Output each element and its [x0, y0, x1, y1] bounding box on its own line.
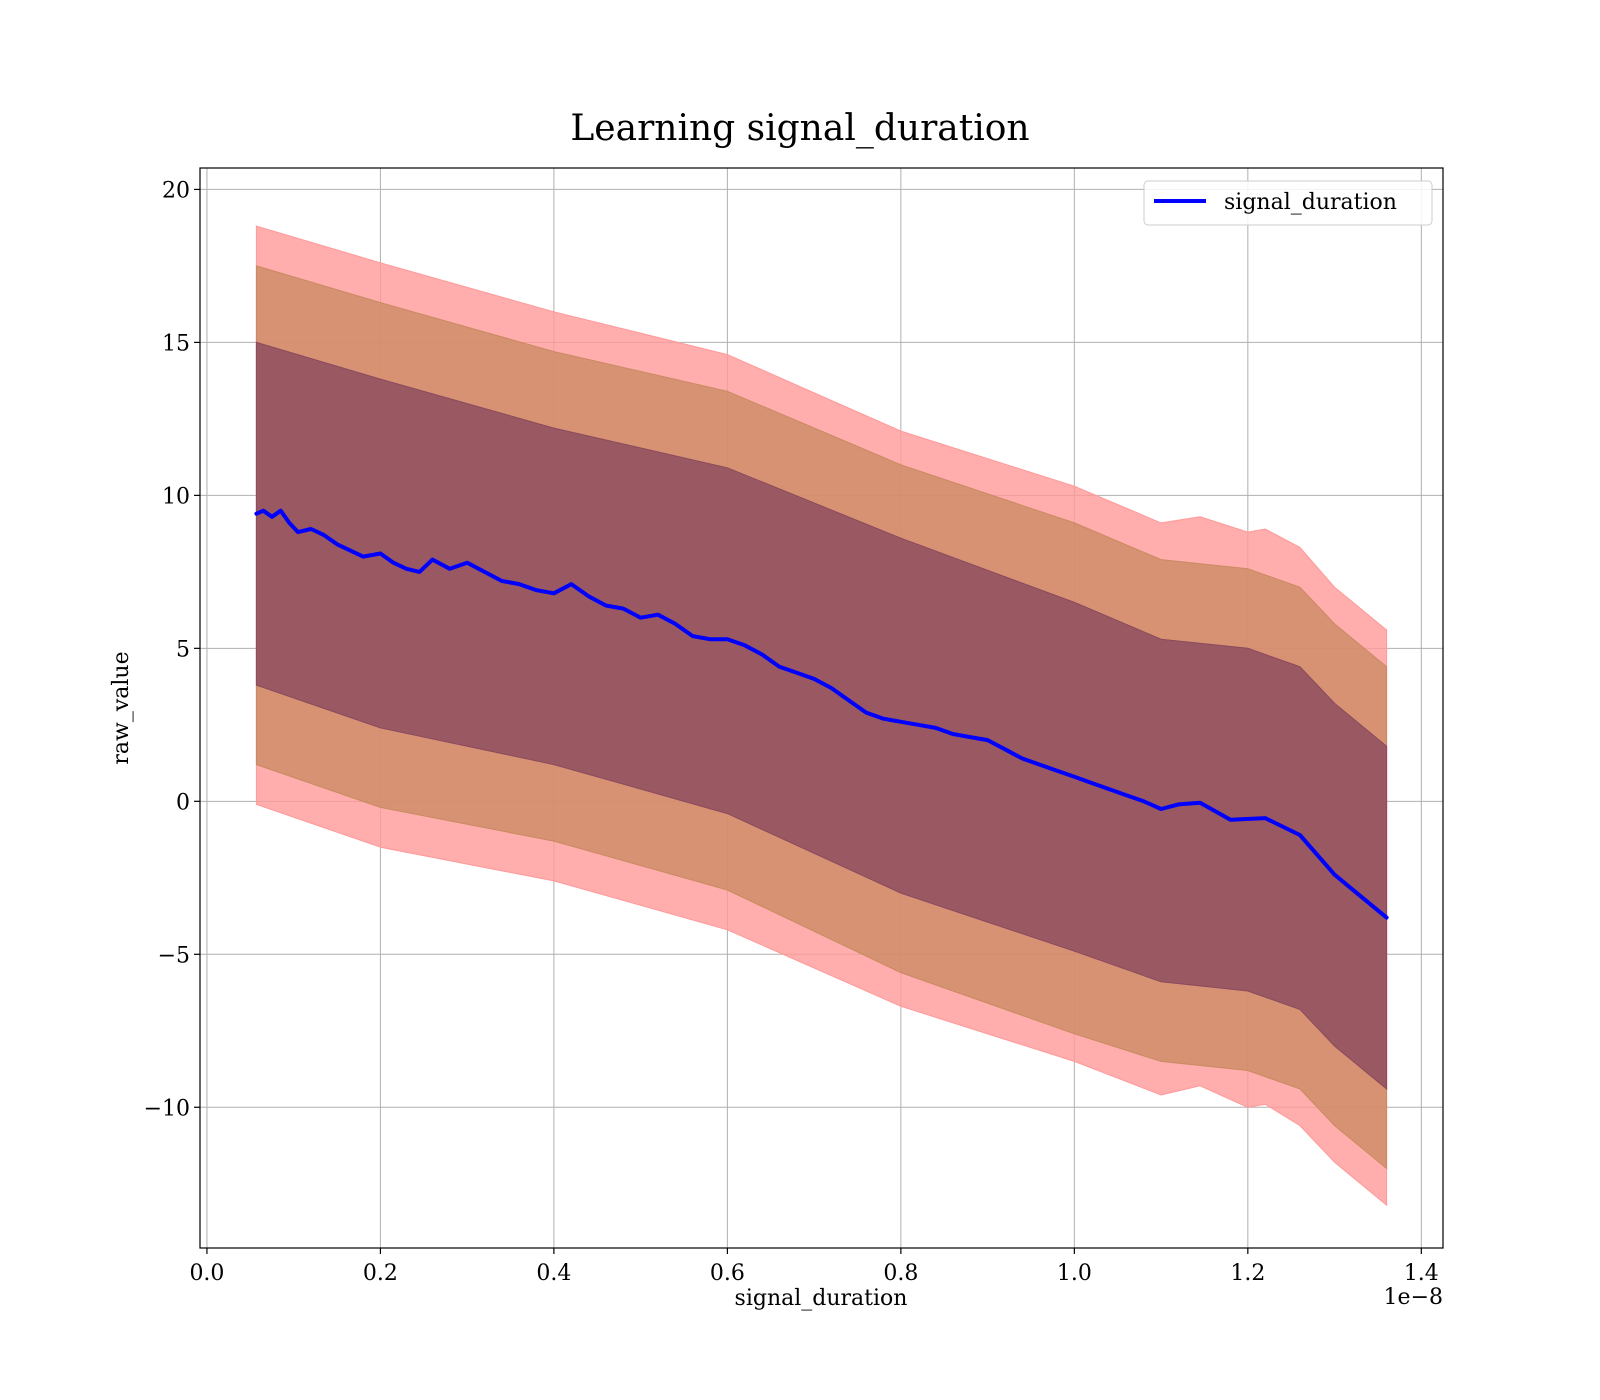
y-tick-label: 0: [176, 790, 190, 815]
x-tick-label: 1.0: [1057, 1261, 1092, 1286]
legend-box: [1143, 180, 1433, 226]
y-tick-label: 20: [162, 178, 190, 203]
x-axis-label: signal_duration: [735, 1286, 908, 1311]
series-line: [254, 508, 1389, 920]
legend: signal_duration: [1143, 180, 1433, 226]
confidence-bands: [255, 225, 1388, 1207]
legend-entry-label: signal_duration: [1224, 190, 1397, 215]
confidence-band: [255, 341, 1388, 1090]
chart-title: Learning signal_duration: [570, 108, 1029, 149]
x-tick-label: 0.8: [883, 1261, 918, 1286]
x-tick-label: 1.4: [1404, 1261, 1439, 1286]
y-tick-label: −10: [144, 1096, 190, 1121]
x-tick-label: 0.2: [363, 1261, 398, 1286]
x-tick-label: 0.4: [536, 1261, 571, 1286]
x-tick-label: 0.0: [189, 1261, 224, 1286]
x-tick-label: 0.6: [710, 1261, 745, 1286]
y-tick-label: 15: [162, 331, 190, 356]
series-lines: [254, 508, 1389, 920]
plot-area-frame: [199, 167, 1444, 1249]
y-tick-label: 10: [162, 484, 190, 509]
y-tick-label: 5: [176, 637, 190, 662]
y-axis-label: raw_value: [109, 651, 134, 764]
x-axis-offset-text: 1e−8: [1384, 1285, 1443, 1310]
y-axis-ticks: 20 15 10 5 0 −5 −10: [144, 178, 200, 1121]
y-tick-label: −5: [158, 943, 190, 968]
x-tick-label: 1.2: [1230, 1261, 1265, 1286]
x-axis-ticks: 0.0 0.2 0.4 0.6 0.8 1.0 1.2 1.4: [189, 1248, 1439, 1286]
